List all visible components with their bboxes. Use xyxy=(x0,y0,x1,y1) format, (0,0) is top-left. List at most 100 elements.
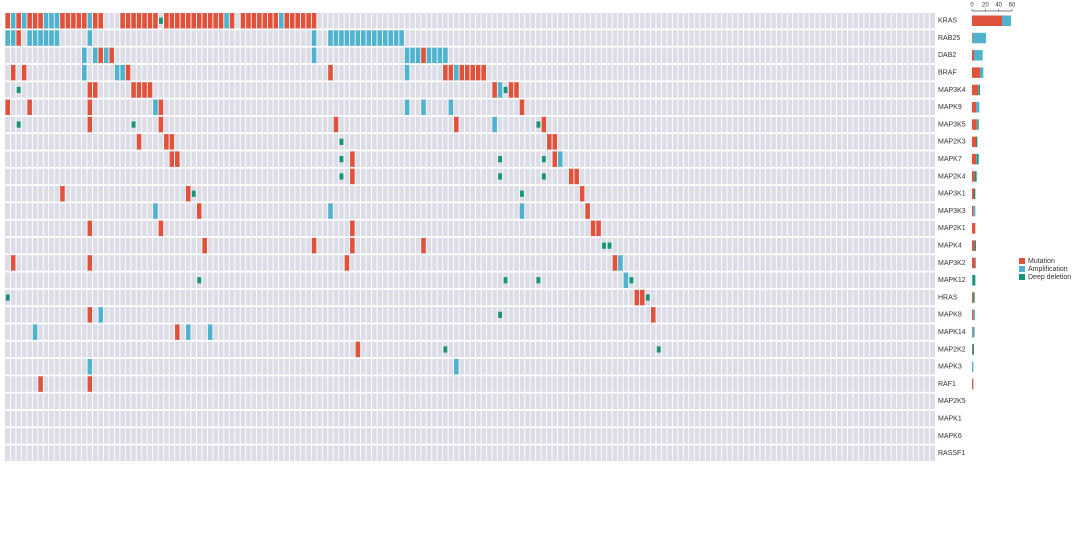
alteration-cell xyxy=(92,82,98,98)
alteration-cell xyxy=(136,134,142,150)
gene-label: MAPK1 xyxy=(938,415,962,422)
count-bar xyxy=(972,240,975,251)
alteration-cell xyxy=(339,30,344,46)
alteration-cell xyxy=(87,255,93,271)
alteration-cell xyxy=(311,30,317,46)
alteration-cell xyxy=(426,47,432,64)
alteration-cell xyxy=(109,47,114,64)
alteration-cell xyxy=(60,186,65,202)
alteration-cell xyxy=(16,121,21,128)
alteration-cell xyxy=(257,13,262,29)
alteration-cell xyxy=(103,47,109,64)
count-bar xyxy=(972,378,974,390)
alteration-cell xyxy=(82,13,87,29)
alteration-cell xyxy=(454,359,459,375)
alteration-cell xyxy=(393,30,399,46)
alteration-cell xyxy=(169,134,175,150)
alteration-cell xyxy=(421,237,426,254)
alteration-cell xyxy=(158,17,163,24)
alteration-cell xyxy=(251,13,257,29)
count-bar xyxy=(972,32,986,44)
alteration-cell xyxy=(196,13,202,29)
alteration-cell xyxy=(185,324,191,340)
alteration-cell xyxy=(98,13,104,29)
alteration-cell xyxy=(87,220,93,237)
count-bar xyxy=(976,153,977,165)
alteration-cell xyxy=(503,86,508,94)
alteration-cell xyxy=(169,151,175,167)
alteration-cell xyxy=(602,242,606,249)
count-bar xyxy=(976,119,978,130)
alteration-cell xyxy=(475,64,481,81)
alteration-cell xyxy=(574,168,579,185)
alteration-cell xyxy=(158,99,164,115)
alteration-cell xyxy=(207,324,213,340)
gene-label: HRAS xyxy=(938,294,958,301)
alteration-cell xyxy=(32,30,38,46)
alteration-cell xyxy=(54,30,60,46)
alteration-cell xyxy=(207,13,213,29)
alteration-cell xyxy=(169,13,175,29)
alteration-cell xyxy=(87,376,93,392)
alteration-cell xyxy=(27,30,32,46)
gene-label: BRAF xyxy=(938,69,957,76)
alteration-cell xyxy=(180,13,186,29)
alteration-cell xyxy=(185,186,191,202)
alteration-cell xyxy=(464,64,470,81)
alteration-cell xyxy=(333,30,339,46)
count-bar xyxy=(972,188,974,199)
alteration-cell xyxy=(448,64,454,81)
count-tick-label: 60 xyxy=(1009,3,1016,9)
alteration-cell xyxy=(5,13,11,29)
count-bar xyxy=(972,275,973,286)
alteration-cell xyxy=(197,277,202,284)
legend-label: Amplification xyxy=(1028,266,1068,273)
gene-label: RAF1 xyxy=(938,381,956,388)
count-bar xyxy=(972,50,974,61)
alteration-cell xyxy=(443,47,448,64)
alteration-cell xyxy=(268,13,273,29)
gene-label: MAP2K4 xyxy=(938,173,966,180)
alteration-cell xyxy=(164,13,169,29)
alteration-cell xyxy=(443,64,448,81)
gene-label: MAP3K1 xyxy=(938,191,966,198)
alteration-cell xyxy=(5,30,11,46)
gene-label: MAPK7 xyxy=(938,156,962,163)
alteration-cell xyxy=(541,156,546,163)
gene-label: MAPK9 xyxy=(938,104,962,111)
alteration-cell xyxy=(536,277,541,284)
gene-label: MAPK3 xyxy=(938,364,962,371)
count-bar xyxy=(973,292,975,303)
gene-label: MAP2K2 xyxy=(938,346,966,353)
count-tick-label: 40 xyxy=(995,3,1002,9)
alteration-cell xyxy=(136,13,142,29)
alteration-cell xyxy=(98,307,104,323)
alteration-cell xyxy=(399,30,404,46)
alteration-cell xyxy=(38,376,43,392)
alteration-cell xyxy=(612,255,618,271)
alteration-cell xyxy=(16,86,21,94)
count-bar xyxy=(972,171,975,182)
alteration-cell xyxy=(568,168,574,185)
alteration-cell xyxy=(552,134,558,150)
alteration-cell xyxy=(87,30,93,46)
count-bar xyxy=(972,344,973,355)
gene-label: MAP3K3 xyxy=(938,208,966,215)
alteration-cell xyxy=(355,30,361,46)
count-bar xyxy=(972,67,980,78)
alteration-cell xyxy=(629,277,634,284)
alteration-cell xyxy=(552,151,558,167)
alteration-cell xyxy=(350,151,355,167)
gene-label: RASSF1 xyxy=(938,450,965,457)
count-bar xyxy=(972,326,975,338)
alteration-cell xyxy=(10,13,16,29)
alteration-cell xyxy=(175,324,180,340)
alteration-cell xyxy=(224,13,229,29)
legend-label: Mutation xyxy=(1028,258,1055,265)
alteration-cell xyxy=(71,13,76,29)
alteration-cell xyxy=(202,237,207,254)
gene-label: MAP3K5 xyxy=(938,121,966,128)
alteration-cell xyxy=(87,99,93,115)
gene-label: MAP2K5 xyxy=(938,398,966,405)
alteration-cell xyxy=(437,47,443,64)
